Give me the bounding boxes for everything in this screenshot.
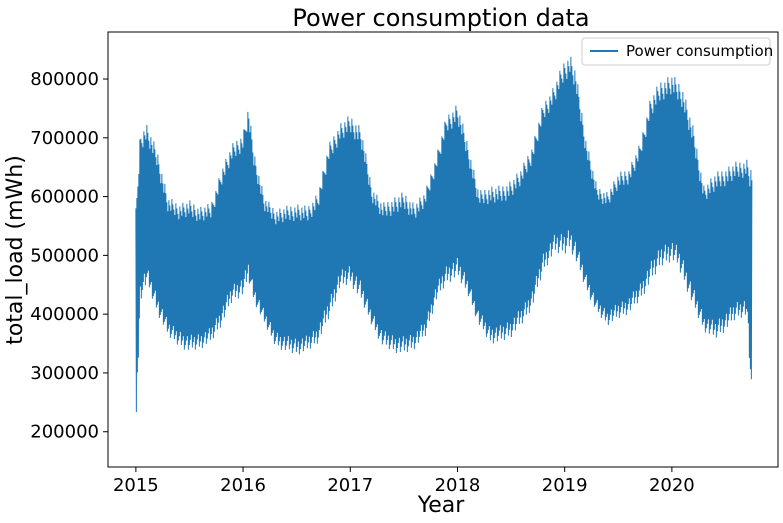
series-power-consumption (135, 56, 753, 412)
y-tick-label: 500000 (30, 245, 99, 266)
x-tick-label: 2015 (113, 475, 159, 496)
y-axis-ticks: 200000 300000 400000 500000 600000 700000 8000… (30, 69, 108, 443)
plot-area (107, 31, 779, 468)
x-tick-label: 2016 (220, 475, 266, 496)
chart-title: Power consumption data (292, 4, 589, 32)
y-tick-label: 300000 (30, 363, 99, 384)
legend-box (581, 37, 771, 66)
y-tick-label: 800000 (30, 69, 99, 90)
legend: Power consumption (581, 37, 773, 66)
x-tick-label: 2019 (542, 475, 588, 496)
y-axis-title: total_load (mWh) (3, 155, 28, 345)
y-tick-label: 400000 (30, 304, 99, 325)
x-tick-label: 2020 (649, 475, 695, 496)
x-axis-ticks: 2015 2016 2017 2018 2019 2020 (113, 467, 695, 496)
plot-frame (107, 31, 779, 468)
x-tick-label: 2017 (327, 475, 373, 496)
x-tick-label: 2018 (435, 475, 481, 496)
x-axis-title: Year (417, 493, 466, 518)
series-line-power-consumption (135, 56, 753, 412)
y-tick-label: 200000 (30, 422, 99, 443)
y-tick-label: 600000 (30, 187, 99, 208)
y-tick-label: 700000 (30, 128, 99, 149)
legend-label-power-consumption: Power consumption (626, 42, 773, 60)
